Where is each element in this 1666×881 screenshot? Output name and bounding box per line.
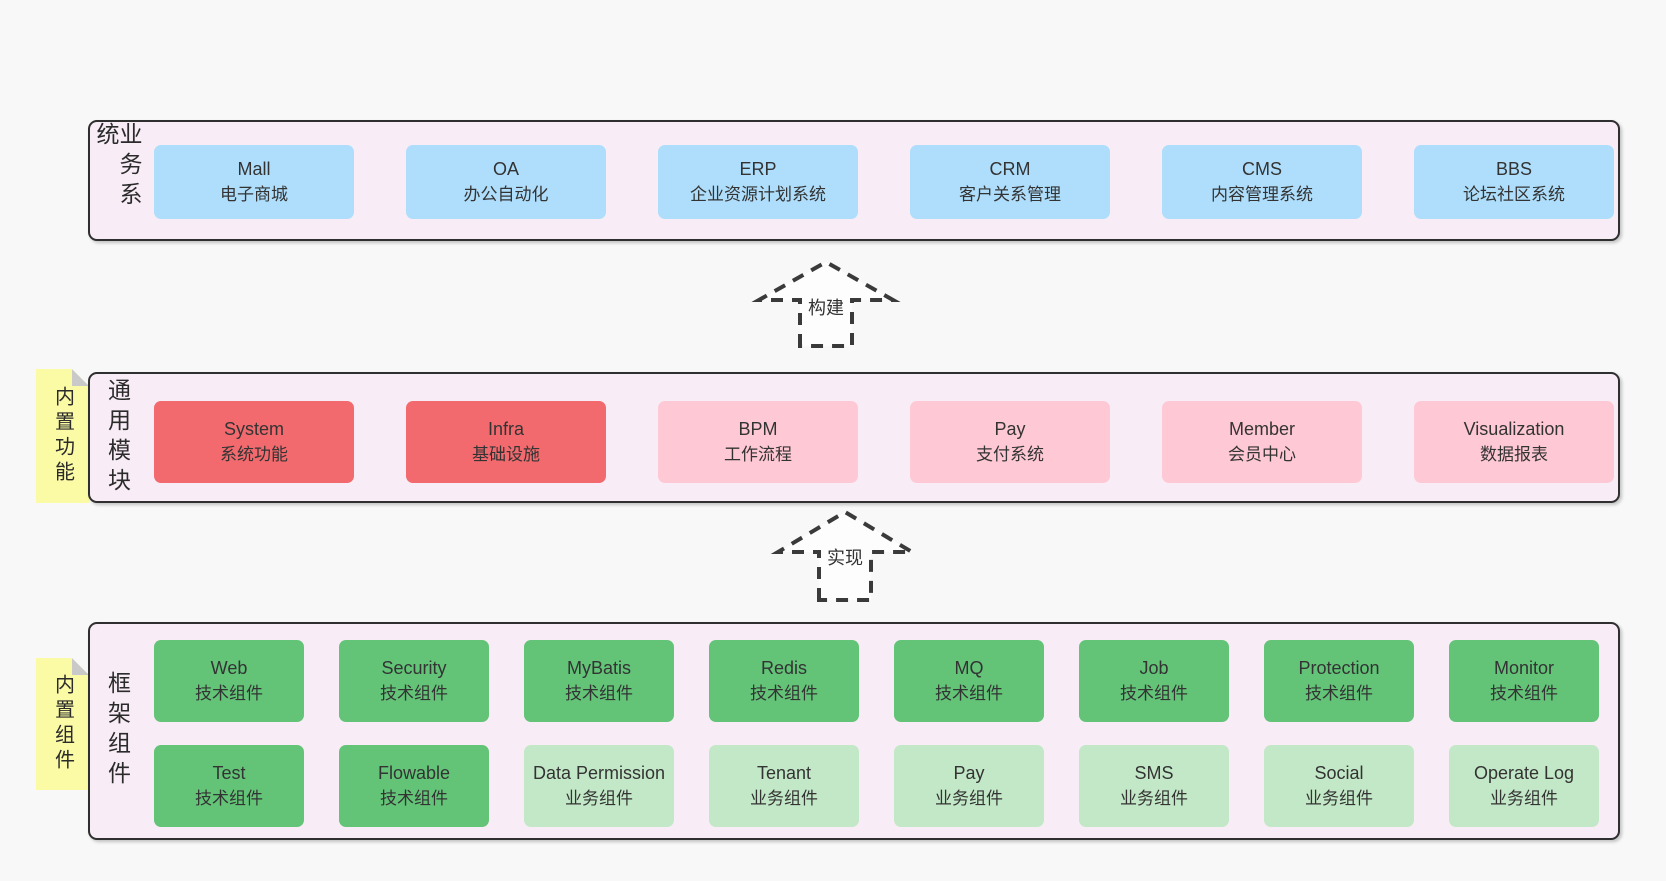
box-pay-system: Pay 支付系统	[910, 401, 1110, 483]
box-subtitle: 技术组件	[380, 789, 448, 808]
box-subtitle: 技术组件	[380, 684, 448, 703]
box-title: MyBatis	[566, 658, 631, 678]
box-operate-log: Operate Log 业务组件	[1449, 745, 1599, 827]
box-subtitle: 数据报表	[1480, 445, 1548, 464]
box-mq: MQ 技术组件	[894, 640, 1044, 722]
box-subtitle: 业务组件	[935, 789, 1003, 808]
box-title: Pay	[994, 419, 1026, 439]
box-title: SMS	[1134, 763, 1174, 783]
box-sms: SMS 业务组件	[1079, 745, 1229, 827]
box-subtitle: 技术组件	[1305, 684, 1373, 703]
box-title: Social	[1314, 763, 1364, 783]
box-title: Protection	[1298, 658, 1380, 678]
box-subtitle: 技术组件	[565, 684, 633, 703]
box-subtitle: 技术组件	[1490, 684, 1558, 703]
box-subtitle: 技术组件	[195, 684, 263, 703]
box-redis: Redis 技术组件	[709, 640, 859, 722]
layer-business-systems: 业务系统 Mall 电子商城 OA 办公自动化 ERP 企业资源计划系统 CRM…	[88, 120, 1620, 241]
box-title: Web	[210, 658, 248, 678]
box-subtitle: 业务组件	[750, 789, 818, 808]
box-subtitle: 电子商城	[220, 185, 288, 204]
box-title: OA	[492, 159, 519, 179]
box-title: Tenant	[756, 763, 812, 783]
box-title: System	[223, 419, 284, 439]
box-job: Job 技术组件	[1079, 640, 1229, 722]
box-bpm: BPM 工作流程	[658, 401, 858, 483]
box-subtitle: 支付系统	[976, 445, 1044, 464]
box-security: Security 技术组件	[339, 640, 489, 722]
box-title: CMS	[1242, 159, 1282, 179]
build-arrow-label: 构建	[805, 296, 847, 320]
box-title: Visualization	[1463, 419, 1565, 439]
box-crm: CRM 客户关系管理	[910, 145, 1110, 219]
note-fold-corner	[72, 658, 89, 675]
box-infra: Infra 基础设施	[406, 401, 606, 483]
box-pay-component: Pay 业务组件	[894, 745, 1044, 827]
box-title: Flowable	[377, 763, 451, 783]
box-subtitle: 系统功能	[220, 445, 288, 464]
box-subtitle: 论坛社区系统	[1463, 185, 1565, 204]
box-title: Member	[1228, 419, 1295, 439]
box-monitor: Monitor 技术组件	[1449, 640, 1599, 722]
box-subtitle: 技术组件	[750, 684, 818, 703]
box-subtitle: 业务组件	[565, 789, 633, 808]
box-protection: Protection 技术组件	[1264, 640, 1414, 722]
box-subtitle: 企业资源计划系统	[690, 185, 826, 204]
box-title: Pay	[953, 763, 985, 783]
box-title: Test	[212, 763, 246, 783]
box-web: Web 技术组件	[154, 640, 304, 722]
box-title: BPM	[738, 419, 778, 439]
sticky-note-builtin-features: 内置功能	[36, 369, 89, 503]
box-subtitle: 会员中心	[1228, 445, 1296, 464]
box-subtitle: 业务组件	[1120, 789, 1188, 808]
box-title: CRM	[989, 159, 1031, 179]
box-title: Infra	[487, 419, 525, 439]
box-title: Job	[1139, 658, 1169, 678]
sticky-note-text: 内置组件	[51, 674, 74, 774]
box-visualization: Visualization 数据报表	[1414, 401, 1614, 483]
box-title: ERP	[739, 159, 777, 179]
box-erp: ERP 企业资源计划系统	[658, 145, 858, 219]
box-title: Mall	[237, 159, 271, 179]
layer-label: 框架组件	[104, 671, 131, 791]
layer-label: 通用模块	[104, 377, 131, 498]
layer-framework-components: 框架组件 Web 技术组件 Security 技术组件 MyBatis 技术组件…	[88, 622, 1620, 840]
sticky-note-builtin-components: 内置组件	[36, 658, 89, 790]
box-mybatis: MyBatis 技术组件	[524, 640, 674, 722]
box-title: Monitor	[1493, 658, 1555, 678]
layer-common-modules: 通用模块 System 系统功能 Infra 基础设施 BPM 工作流程 Pay…	[88, 372, 1620, 503]
box-subtitle: 内容管理系统	[1211, 185, 1313, 204]
box-cms: CMS 内容管理系统	[1162, 145, 1362, 219]
box-test: Test 技术组件	[154, 745, 304, 827]
box-flowable: Flowable 技术组件	[339, 745, 489, 827]
box-subtitle: 业务组件	[1305, 789, 1373, 808]
box-social: Social 业务组件	[1264, 745, 1414, 827]
sticky-note-text: 内置功能	[51, 386, 74, 486]
box-title: Security	[381, 658, 447, 678]
box-subtitle: 工作流程	[724, 445, 792, 464]
box-oa: OA 办公自动化	[406, 145, 606, 219]
box-subtitle: 业务组件	[1490, 789, 1558, 808]
box-bbs: BBS 论坛社区系统	[1414, 145, 1614, 219]
box-data-permission: Data Permission 业务组件	[524, 745, 674, 827]
box-system: System 系统功能	[154, 401, 354, 483]
box-mall: Mall 电子商城	[154, 145, 354, 219]
box-subtitle: 办公自动化	[463, 185, 549, 204]
box-tenant: Tenant 业务组件	[709, 745, 859, 827]
note-fold-corner	[72, 369, 89, 386]
box-subtitle: 技术组件	[935, 684, 1003, 703]
box-title: Data Permission	[532, 763, 666, 783]
layer-label: 业务系统	[93, 122, 142, 212]
box-title: Operate Log	[1473, 763, 1575, 783]
box-title: BBS	[1495, 159, 1533, 179]
box-subtitle: 基础设施	[472, 445, 540, 464]
box-member: Member 会员中心	[1162, 401, 1362, 483]
box-subtitle: 技术组件	[1120, 684, 1188, 703]
box-subtitle: 技术组件	[195, 789, 263, 808]
implement-arrow-label: 实现	[824, 546, 866, 570]
box-title: Redis	[760, 658, 808, 678]
box-subtitle: 客户关系管理	[959, 185, 1061, 204]
box-title: MQ	[954, 658, 984, 678]
